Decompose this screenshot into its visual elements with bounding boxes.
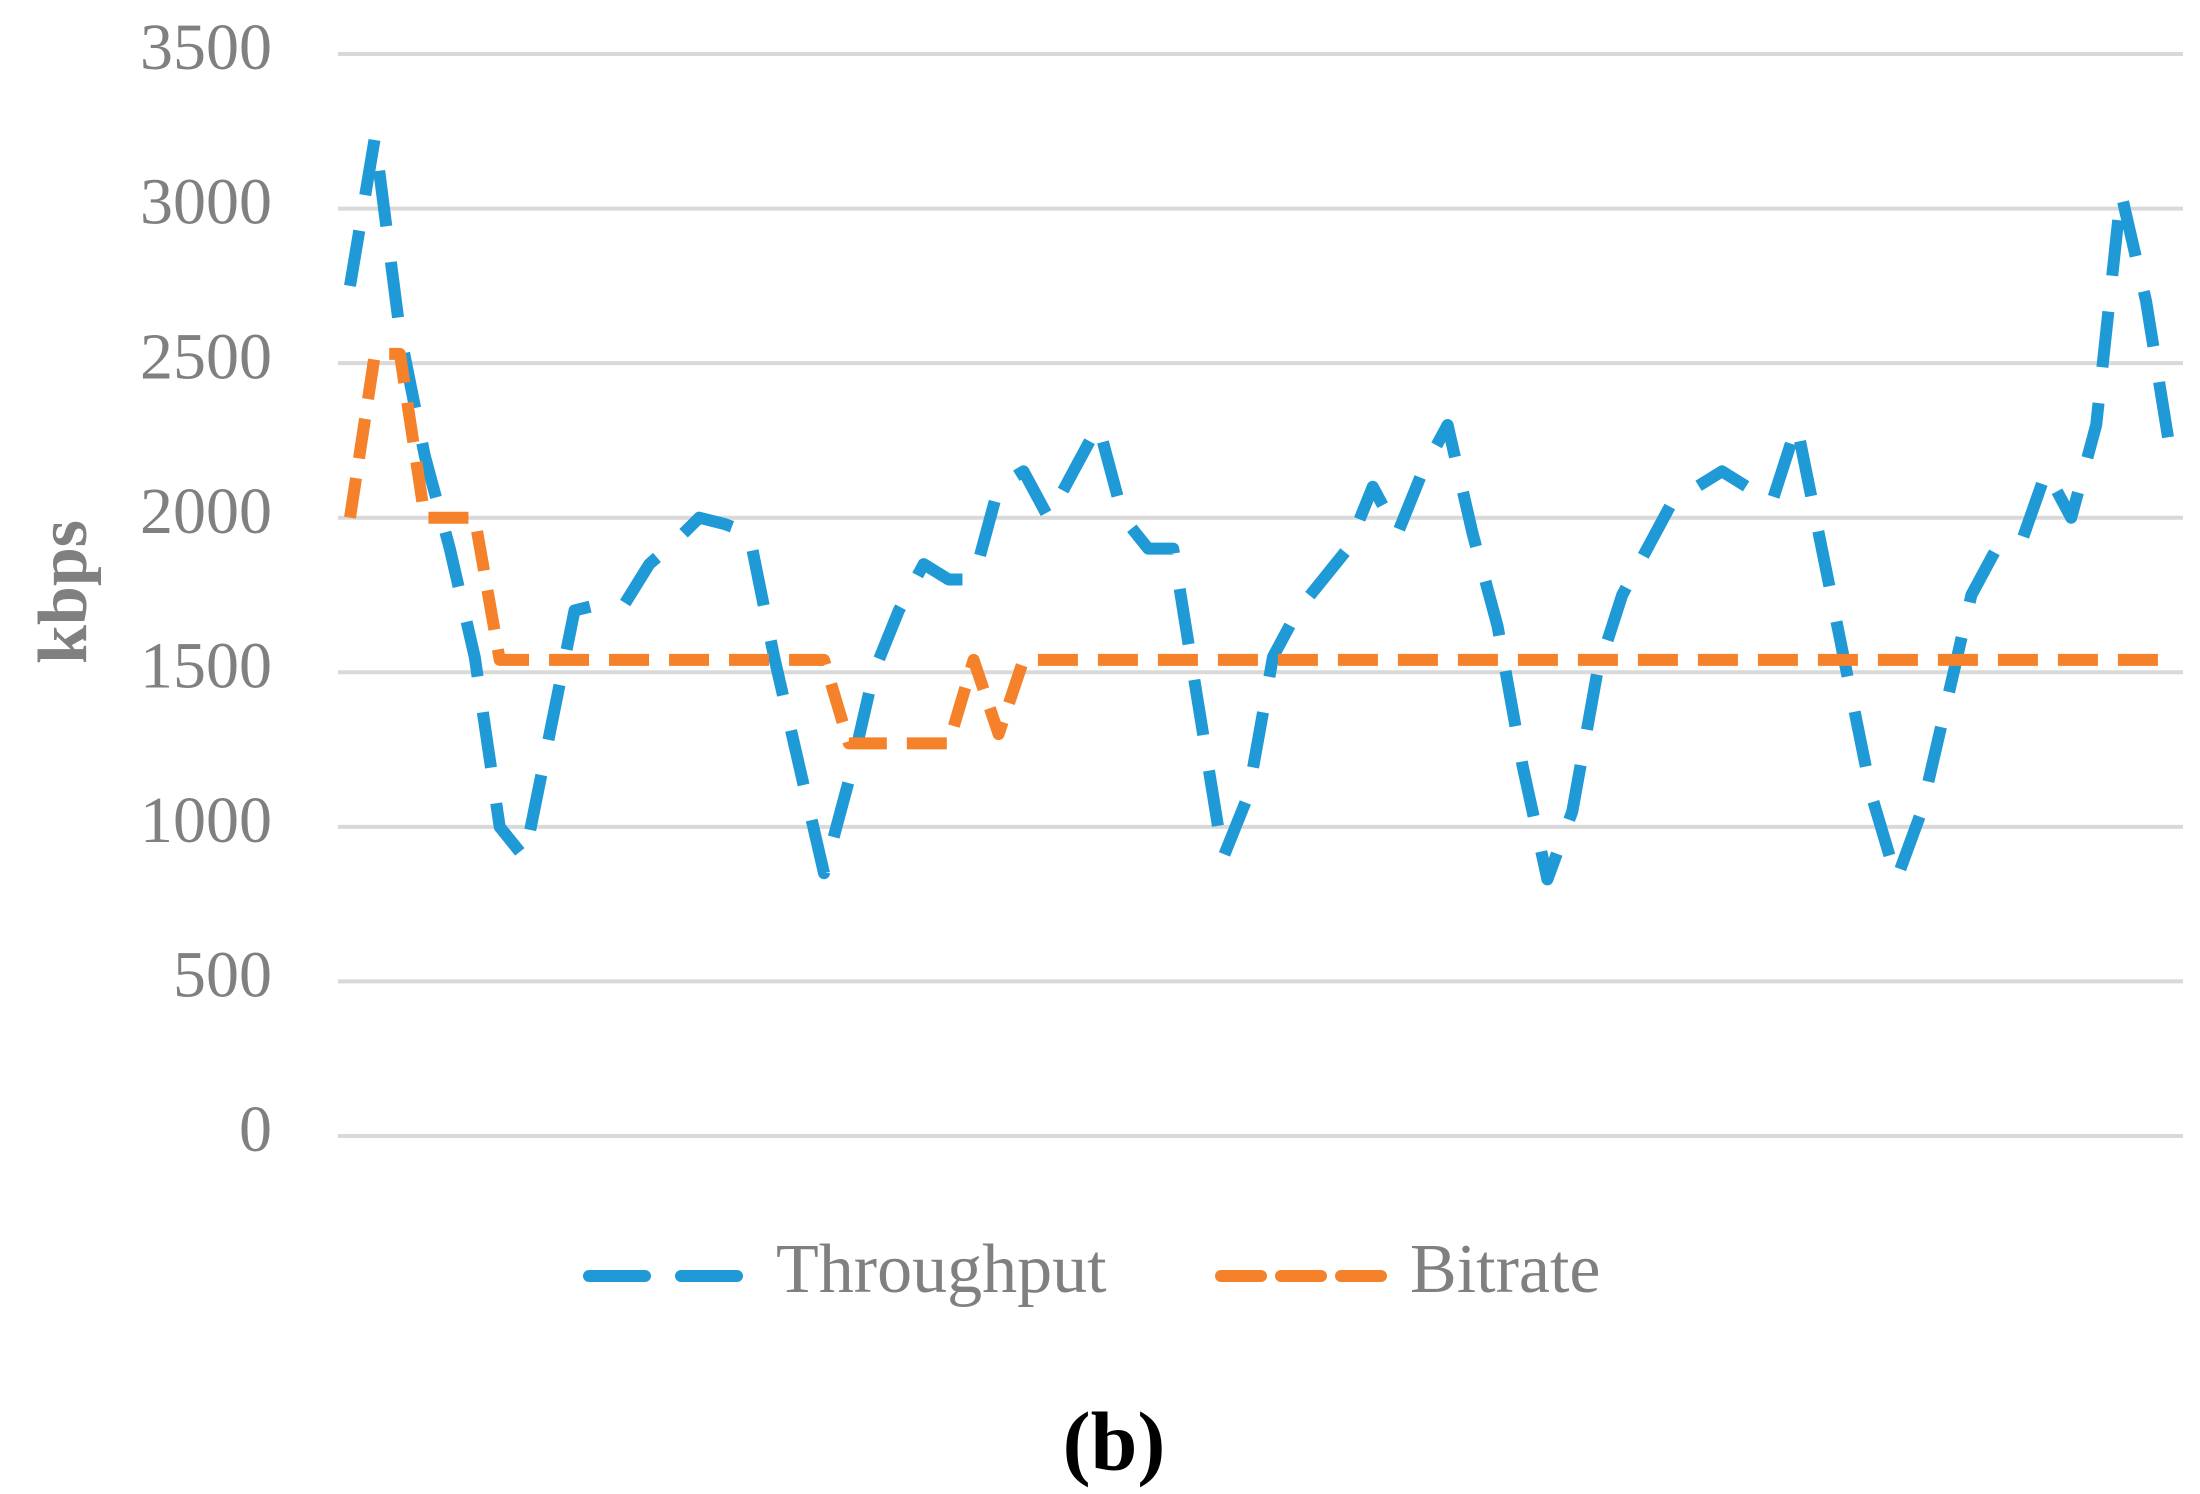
legend-label: Throughput xyxy=(776,1231,1107,1308)
series-line xyxy=(344,347,2171,750)
series-line xyxy=(344,131,2177,886)
y-tick-label: 500 xyxy=(173,939,272,1012)
y-axis-label: kbps xyxy=(25,520,102,664)
y-tick-label: 1000 xyxy=(140,784,272,857)
y-tick-label: 3000 xyxy=(140,166,272,239)
y-tick-label: 2500 xyxy=(140,320,272,393)
y-tick-label: 3500 xyxy=(140,11,272,84)
legend-label: Bitrate xyxy=(1410,1231,1600,1308)
y-tick-label: 1500 xyxy=(140,629,272,702)
caption: (b) xyxy=(1063,1395,1166,1488)
y-tick-label: 2000 xyxy=(140,475,272,548)
y-tick-label: 0 xyxy=(239,1093,272,1166)
